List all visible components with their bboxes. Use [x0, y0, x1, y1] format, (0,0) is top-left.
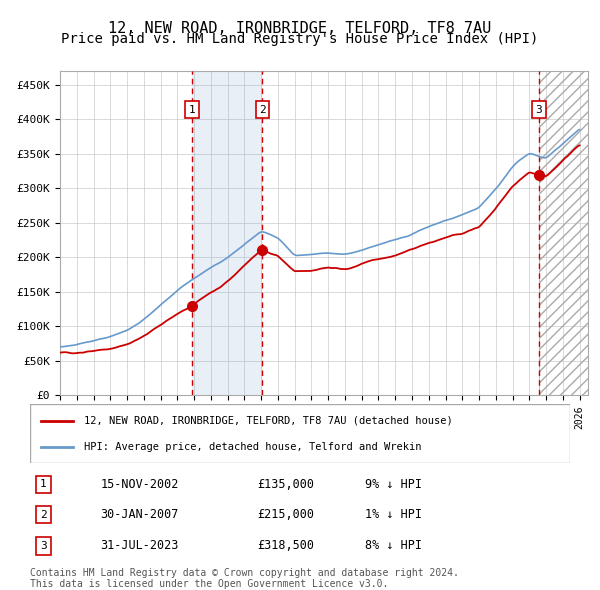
Text: 15-NOV-2002: 15-NOV-2002 — [100, 478, 179, 491]
Text: Price paid vs. HM Land Registry's House Price Index (HPI): Price paid vs. HM Land Registry's House … — [61, 32, 539, 47]
Text: £318,500: £318,500 — [257, 539, 314, 552]
Text: £135,000: £135,000 — [257, 478, 314, 491]
FancyBboxPatch shape — [30, 404, 570, 463]
Text: 1: 1 — [189, 105, 196, 114]
Bar — [539, 71, 588, 395]
Text: 2: 2 — [259, 105, 266, 114]
Text: 1% ↓ HPI: 1% ↓ HPI — [365, 508, 422, 521]
Text: 9% ↓ HPI: 9% ↓ HPI — [365, 478, 422, 491]
Text: 12, NEW ROAD, IRONBRIDGE, TELFORD, TF8 7AU: 12, NEW ROAD, IRONBRIDGE, TELFORD, TF8 7… — [109, 21, 491, 35]
Text: 12, NEW ROAD, IRONBRIDGE, TELFORD, TF8 7AU (detached house): 12, NEW ROAD, IRONBRIDGE, TELFORD, TF8 7… — [84, 416, 453, 425]
Text: 30-JAN-2007: 30-JAN-2007 — [100, 508, 179, 521]
Text: Contains HM Land Registry data © Crown copyright and database right 2024.
This d: Contains HM Land Registry data © Crown c… — [30, 568, 459, 589]
Text: 3: 3 — [536, 105, 542, 114]
Text: 31-JUL-2023: 31-JUL-2023 — [100, 539, 179, 552]
Text: 3: 3 — [40, 540, 47, 550]
Text: 2: 2 — [40, 510, 47, 520]
Bar — [192, 71, 262, 395]
Text: 1: 1 — [40, 480, 47, 489]
Text: 8% ↓ HPI: 8% ↓ HPI — [365, 539, 422, 552]
Text: £215,000: £215,000 — [257, 508, 314, 521]
Text: HPI: Average price, detached house, Telford and Wrekin: HPI: Average price, detached house, Telf… — [84, 442, 421, 451]
